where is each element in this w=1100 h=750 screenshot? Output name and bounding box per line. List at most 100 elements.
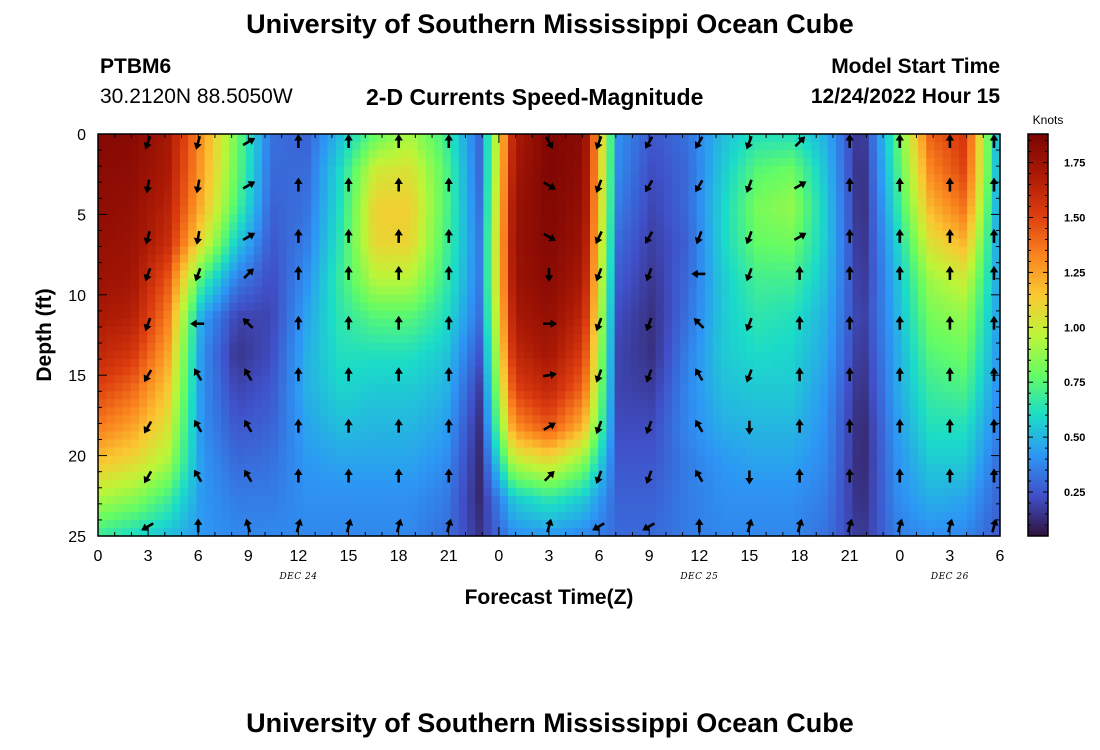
heatmap-cell — [139, 455, 148, 465]
heatmap-cell — [786, 455, 796, 465]
heatmap-cell — [598, 487, 607, 497]
heatmap-cell — [475, 359, 484, 368]
heatmap-cell — [344, 439, 353, 449]
heatmap-cell — [540, 359, 550, 368]
heatmap-cell — [237, 479, 247, 489]
heatmap-cell — [139, 182, 148, 191]
heatmap-cell — [458, 479, 468, 489]
heatmap-cell — [704, 383, 714, 392]
heatmap-cell — [434, 158, 443, 167]
heatmap-cell — [647, 359, 657, 368]
heatmap-cell — [950, 463, 960, 473]
heatmap-cell — [598, 463, 607, 473]
heatmap-cell — [163, 270, 173, 280]
heatmap-cell — [319, 182, 329, 191]
heatmap-cell — [130, 222, 140, 232]
heatmap-cell — [975, 399, 985, 408]
heatmap-cell — [98, 294, 107, 304]
heatmap-cell — [311, 134, 320, 143]
heatmap-cell — [401, 238, 411, 248]
heatmap-cell — [508, 479, 517, 489]
heatmap-cell — [458, 158, 468, 167]
heatmap-cell — [106, 367, 115, 376]
heatmap-cell — [516, 198, 525, 207]
heatmap-cell — [335, 222, 345, 232]
heatmap-cell — [696, 439, 706, 449]
heatmap-cell — [950, 383, 960, 392]
heatmap-cell — [737, 310, 747, 320]
heatmap-cell — [106, 479, 115, 489]
heatmap-cell — [590, 150, 599, 159]
heatmap-cell — [860, 270, 870, 280]
heatmap-cell — [663, 166, 673, 175]
heatmap-cell — [573, 254, 583, 264]
heatmap-cell — [721, 463, 730, 473]
heatmap-cell — [631, 415, 640, 425]
heatmap-cell — [729, 310, 739, 320]
heatmap-cell — [737, 182, 747, 191]
heatmap-cell — [499, 278, 509, 288]
heatmap-cell — [786, 463, 796, 473]
heatmap-cell — [622, 182, 632, 191]
heatmap-cell — [237, 318, 247, 328]
heatmap-cell — [532, 174, 542, 183]
heatmap-cell — [590, 487, 599, 497]
heatmap-cell — [590, 286, 599, 296]
heatmap-cell — [196, 367, 206, 376]
heatmap-cell — [368, 158, 378, 167]
heatmap-cell — [688, 238, 698, 248]
heatmap-cell — [795, 198, 804, 207]
heatmap-cell — [622, 455, 632, 465]
heatmap-cell — [975, 222, 985, 232]
heatmap-cell — [680, 142, 689, 151]
heatmap-cell — [335, 262, 345, 272]
heatmap-cell — [212, 471, 222, 481]
heatmap-cell — [368, 262, 378, 272]
heatmap-cell — [294, 166, 304, 175]
heatmap-cell — [270, 439, 279, 449]
heatmap-cell — [368, 214, 378, 224]
heatmap-cell — [836, 222, 845, 232]
heatmap-cell — [262, 431, 271, 441]
heatmap-cell — [221, 335, 230, 344]
heatmap-cell — [352, 158, 361, 167]
heatmap-cell — [549, 415, 558, 425]
heatmap-cell — [122, 222, 132, 232]
heatmap-cell — [352, 230, 361, 240]
heatmap-cell — [942, 302, 952, 312]
heatmap-cell — [270, 142, 279, 151]
heatmap-cell — [606, 302, 616, 312]
heatmap-cell — [803, 367, 812, 376]
heatmap-cell — [508, 383, 517, 392]
heatmap-cell — [311, 455, 320, 465]
heatmap-cell — [663, 302, 673, 312]
heatmap-cell — [393, 302, 402, 312]
heatmap-cell — [926, 238, 935, 248]
heatmap-cell — [754, 142, 763, 151]
heatmap-cell — [229, 415, 238, 425]
heatmap-cell — [442, 423, 452, 433]
heatmap-cell — [557, 399, 566, 408]
heatmap-cell — [180, 439, 189, 449]
heatmap-cell — [647, 479, 657, 489]
heatmap-cell — [942, 326, 952, 336]
heatmap-cell — [221, 214, 230, 224]
heatmap-cell — [417, 206, 427, 215]
heatmap-cell — [549, 270, 558, 280]
heatmap-cell — [754, 359, 763, 368]
heatmap-cell — [754, 150, 763, 159]
heatmap-cell — [696, 343, 706, 352]
heatmap-cell — [573, 182, 583, 191]
heatmap-cell — [163, 286, 173, 296]
heatmap-cell — [885, 302, 894, 312]
heatmap-cell — [532, 134, 542, 143]
heatmap-cell — [319, 230, 329, 240]
heatmap-cell — [827, 351, 837, 360]
heatmap-cell — [852, 375, 862, 384]
heatmap-cell — [270, 318, 279, 328]
heatmap-cell — [122, 351, 132, 360]
heatmap-cell — [106, 359, 115, 368]
heatmap-cell — [303, 182, 312, 191]
heatmap-cell — [959, 415, 968, 425]
heatmap-cell — [114, 495, 124, 505]
